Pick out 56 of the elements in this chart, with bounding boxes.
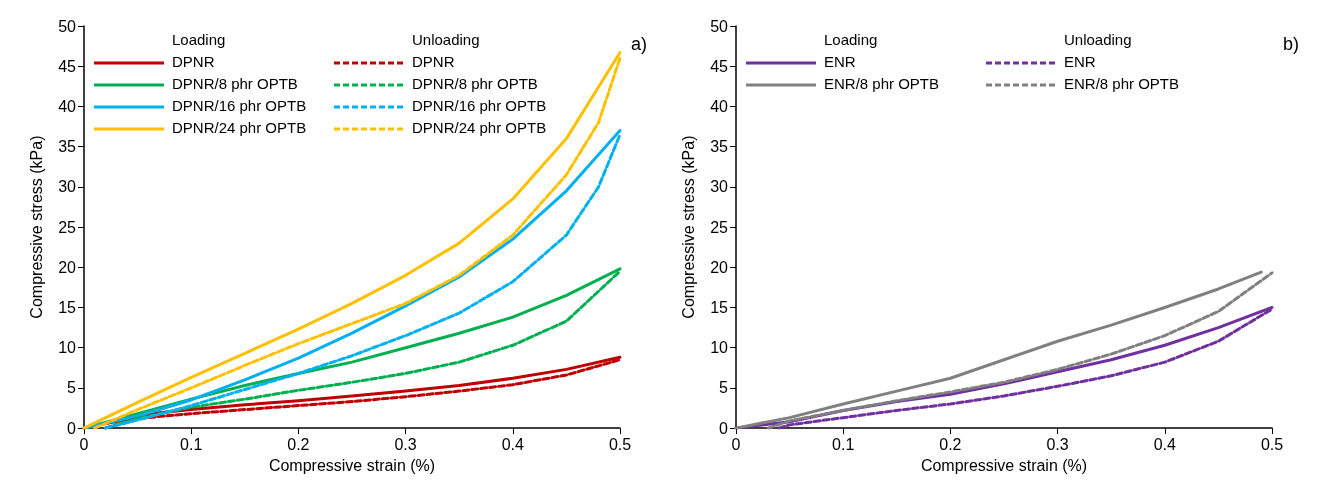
x-tick-label: 0.5 xyxy=(1260,435,1284,453)
y-axis-title: Compressive stress (kPa) xyxy=(679,135,697,319)
y-tick-label: 10 xyxy=(710,339,729,357)
y-tick-label: 15 xyxy=(710,298,729,316)
legend-label: ENR xyxy=(1064,53,1096,70)
y-tick-label: 30 xyxy=(58,178,77,196)
annotation: Unloading xyxy=(412,31,480,48)
y-tick-label: 35 xyxy=(58,138,77,156)
y-tick-label: 5 xyxy=(67,379,77,397)
legend-label: DPNR/16 phr OPTB xyxy=(172,97,307,114)
annotation: Unloading xyxy=(1064,31,1132,48)
legend-label: DPNR/16 phr OPTB xyxy=(412,97,547,114)
y-tick-label: 5 xyxy=(719,379,729,397)
legend-label: ENR xyxy=(824,53,856,70)
y-tick-label: 50 xyxy=(58,17,77,35)
annotation: Loading xyxy=(824,31,878,48)
x-tick-label: 0.4 xyxy=(1153,435,1177,453)
x-axis-title: Compressive strain (%) xyxy=(920,456,1088,474)
x-tick-label: 0.4 xyxy=(501,435,525,453)
legend-label: DPNR xyxy=(172,53,215,70)
legend-label: DPNR xyxy=(412,53,455,70)
annotation: Loading xyxy=(172,31,226,48)
y-axis-title: Compressive stress (kPa) xyxy=(27,135,45,319)
y-tick-label: 40 xyxy=(710,97,729,115)
y-tick-label: 35 xyxy=(710,138,729,156)
y-tick-label: 50 xyxy=(710,17,729,35)
legend-label: DPNR/8 phr OPTB xyxy=(172,75,298,92)
legend-label: ENR/8 phr OPTB xyxy=(824,75,940,92)
legend-label: ENR/8 phr OPTB xyxy=(1064,75,1180,92)
chart-title: a) xyxy=(631,34,648,54)
x-axis-title: Compressive strain (%) xyxy=(268,456,436,474)
y-tick-label: 20 xyxy=(710,258,729,276)
y-tick-label: 45 xyxy=(58,57,77,75)
legend-label: DPNR/24 phr OPTB xyxy=(412,119,547,136)
y-tick-label: 30 xyxy=(710,178,729,196)
x-tick-label: 0.2 xyxy=(939,435,962,453)
x-tick-label: 0.3 xyxy=(1046,435,1069,453)
y-tick-label: 25 xyxy=(710,218,729,236)
legend-label: DPNR/24 phr OPTB xyxy=(172,119,307,136)
y-tick-label: 40 xyxy=(58,97,77,115)
y-tick-label: 45 xyxy=(710,57,729,75)
y-tick-label: 25 xyxy=(58,218,77,236)
x-tick-label: 0.1 xyxy=(180,435,203,453)
x-tick-label: 0.3 xyxy=(394,435,417,453)
x-tick-label: 0.2 xyxy=(287,435,310,453)
chart-title: b) xyxy=(1283,34,1300,54)
y-tick-label: 0 xyxy=(719,419,729,437)
x-tick-label: 0.5 xyxy=(608,435,632,453)
legend-label: DPNR/8 phr OPTB xyxy=(412,75,538,92)
y-tick-label: 15 xyxy=(58,298,77,316)
y-tick-label: 10 xyxy=(58,339,77,357)
x-tick-label: 0 xyxy=(731,435,741,453)
x-tick-label: 0 xyxy=(79,435,89,453)
y-tick-label: 0 xyxy=(67,419,77,437)
y-tick-label: 20 xyxy=(58,258,77,276)
x-tick-label: 0.1 xyxy=(832,435,855,453)
